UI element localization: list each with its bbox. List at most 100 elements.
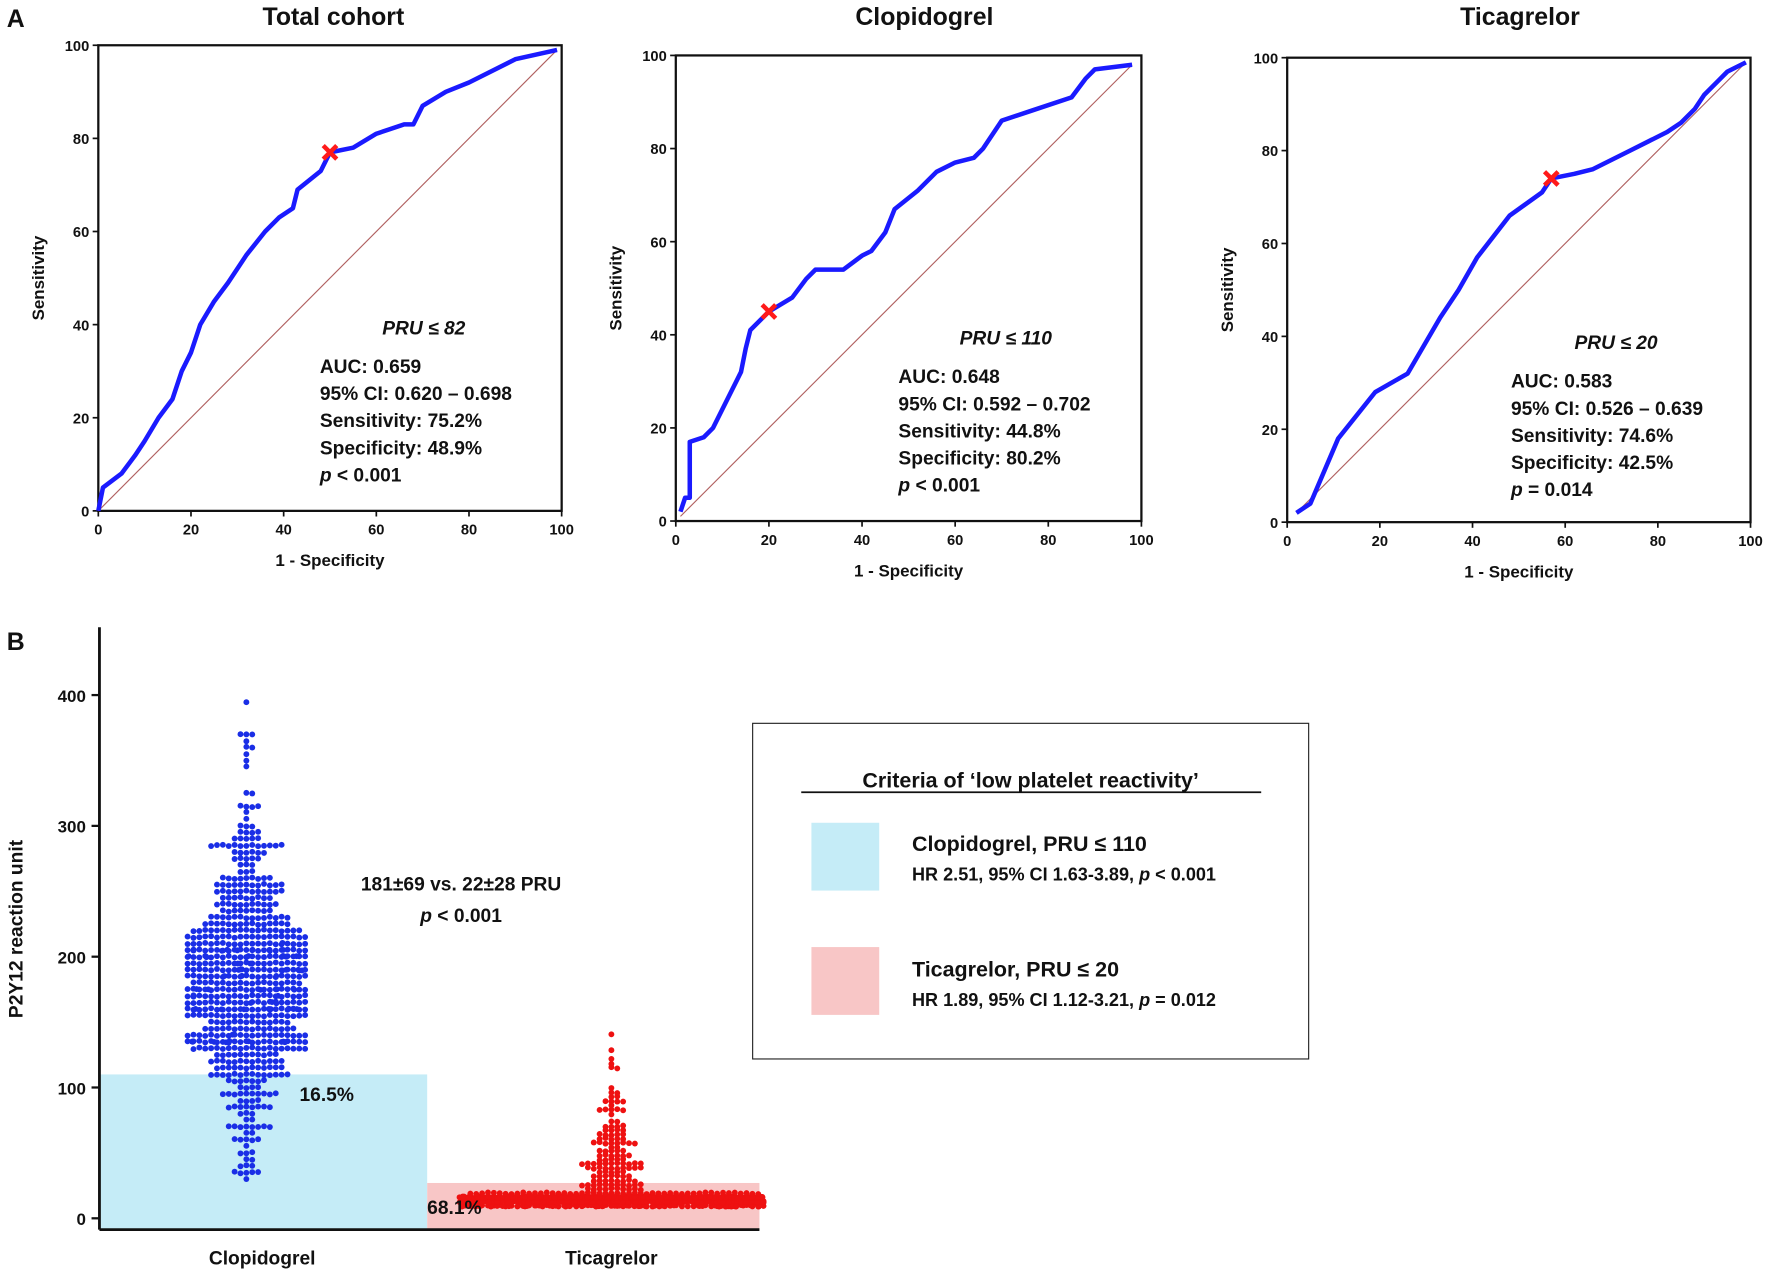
data-point (202, 933, 209, 940)
data-point (237, 999, 244, 1006)
data-point (237, 993, 244, 1000)
data-point (249, 829, 256, 836)
data-point (608, 1047, 615, 1054)
data-point (184, 966, 191, 973)
data-point (631, 1160, 638, 1167)
data-point (184, 1038, 191, 1045)
data-point (225, 967, 232, 974)
data-point (608, 1055, 615, 1062)
data-point (184, 1005, 191, 1012)
data-point (485, 1189, 491, 1196)
data-point (231, 1026, 238, 1033)
data-point (219, 1057, 226, 1064)
data-point (196, 973, 203, 980)
data-point (261, 960, 267, 967)
data-point (602, 1140, 609, 1147)
data-point (261, 934, 267, 940)
x-tick-label: 20 (761, 533, 777, 549)
data-point (255, 974, 262, 980)
data-point (614, 1131, 621, 1138)
data-point (596, 1169, 603, 1176)
data-point (257, 986, 264, 993)
data-point (296, 927, 303, 934)
data-point (255, 907, 262, 914)
data-point (266, 946, 273, 953)
data-point (184, 933, 191, 940)
data-point (631, 1178, 638, 1185)
data-point (614, 1140, 621, 1147)
data-point (249, 992, 256, 999)
data-point (235, 967, 242, 973)
chart-title: Ticagrelor (1460, 3, 1580, 31)
data-point (219, 914, 226, 921)
data-point (225, 953, 232, 959)
data-point (243, 699, 250, 706)
data-point (196, 979, 203, 985)
data-point (208, 1045, 215, 1052)
data-point (579, 1182, 585, 1189)
data-point (255, 1103, 262, 1110)
data-point (231, 986, 238, 993)
data-point (596, 1131, 603, 1137)
data-point (219, 1025, 226, 1032)
data-point (614, 1152, 621, 1159)
data-point (237, 933, 244, 940)
data-point (196, 928, 203, 934)
x-tick-label: 60 (368, 523, 384, 539)
data-point (302, 940, 309, 947)
data-point (261, 1019, 267, 1026)
y-tick-label: 100 (642, 49, 667, 65)
data-point (231, 973, 238, 980)
y-tick-label: 20 (1262, 423, 1278, 439)
data-point (620, 1153, 627, 1159)
data-point (243, 809, 250, 815)
data-point (485, 1194, 492, 1200)
data-point (608, 1177, 615, 1184)
data-point (231, 888, 238, 895)
data-point (237, 907, 244, 914)
data-point (237, 849, 244, 856)
data-point (255, 1097, 262, 1103)
data-point (278, 841, 285, 848)
data-point (184, 1032, 191, 1039)
data-point (743, 1190, 750, 1197)
data-point (284, 940, 291, 947)
x-tick-label: 40 (275, 523, 291, 539)
data-point (237, 802, 244, 809)
data-point (184, 1000, 191, 1007)
data-point (302, 934, 309, 940)
data-point (208, 998, 215, 1005)
data-point (266, 1044, 273, 1051)
data-point (255, 1064, 262, 1071)
data-point (255, 1019, 262, 1026)
data-point (626, 1140, 632, 1147)
data-point (219, 1045, 226, 1052)
data-point (219, 920, 226, 927)
data-point (237, 1078, 244, 1085)
data-point (255, 894, 262, 900)
data-point (261, 1026, 267, 1033)
data-point (261, 842, 267, 849)
data-point (225, 1064, 232, 1071)
data-point (266, 874, 273, 881)
data-point (202, 973, 209, 980)
data-point (602, 1106, 609, 1113)
data-point (278, 1012, 285, 1019)
data-point (278, 985, 285, 992)
cutoff-marker (1542, 170, 1560, 187)
data-point (502, 1190, 509, 1197)
data-point (243, 902, 250, 908)
data-point (255, 1025, 262, 1032)
data-point (266, 920, 273, 927)
data-point (261, 1123, 267, 1130)
data-point (596, 1173, 603, 1180)
data-point (602, 1186, 609, 1193)
data-point (714, 1190, 721, 1197)
data-point (602, 1178, 609, 1184)
roc-chart: Clopidogrel 0 20 40 60 80 100 0 20 40 60 80 100 1 - S… (607, 3, 1154, 580)
data-point (249, 1104, 256, 1111)
data-point (255, 828, 262, 835)
data-point (573, 1190, 580, 1197)
data-point (202, 1006, 209, 1013)
data-point (249, 973, 256, 980)
